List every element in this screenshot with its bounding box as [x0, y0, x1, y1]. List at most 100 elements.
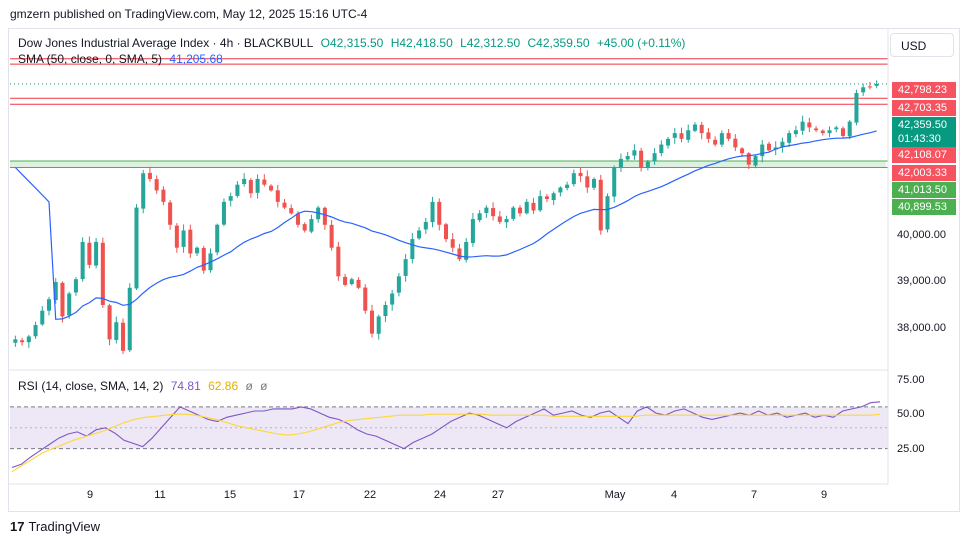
candle-body — [309, 219, 314, 232]
candle-body — [295, 213, 300, 225]
candle-body — [201, 248, 206, 271]
candle-body — [551, 193, 556, 201]
support-label-1: 41,013.50 — [892, 182, 956, 198]
candle-body — [497, 216, 502, 222]
candle-body — [80, 241, 85, 280]
candle-body — [854, 93, 859, 123]
chart-frame[interactable] — [8, 28, 960, 512]
rsi-legend[interactable]: RSI (14, close, SMA, 14, 2) 74.81 62.86 … — [18, 379, 272, 393]
ohlc-low: L42,312.50 — [460, 36, 521, 50]
candle-body — [565, 184, 570, 189]
candle-body — [639, 150, 644, 168]
candle-body — [686, 130, 691, 140]
candle-body — [242, 178, 247, 185]
candle-body — [73, 279, 78, 293]
candle-body — [134, 207, 139, 289]
support-zone — [10, 160, 886, 168]
candle-body — [181, 230, 186, 247]
candle-body — [538, 196, 543, 211]
candle-body — [450, 239, 455, 248]
candle-body — [410, 239, 415, 260]
candle-body — [753, 156, 758, 166]
candle-body — [733, 138, 738, 148]
candle-body — [470, 219, 475, 244]
candle-body — [874, 83, 879, 86]
sma-legend[interactable]: SMA (50, close, 0, SMA, 5) 41,205.68 — [18, 52, 227, 66]
ohlc-change: +45.00 (+0.11%) — [596, 36, 686, 50]
candle-body — [484, 207, 489, 213]
candle-body — [666, 138, 671, 146]
candle-body — [343, 276, 348, 285]
candle-body — [127, 287, 132, 351]
candle-body — [861, 87, 866, 93]
date-tick: 24 — [433, 489, 447, 501]
candle-body — [598, 179, 603, 231]
candle-body — [161, 189, 166, 202]
date-tick: 9 — [820, 489, 828, 501]
candle-body — [800, 121, 805, 131]
candle-body — [33, 325, 38, 337]
candle-body — [814, 128, 819, 131]
candle-body — [645, 161, 650, 168]
price-levels — [10, 58, 888, 169]
candle-body — [679, 133, 684, 139]
candle-body — [740, 148, 745, 154]
last-price-label: 42,359.50 — [892, 117, 956, 133]
candle-body — [511, 207, 516, 219]
candle-body — [847, 121, 852, 137]
candle-body — [121, 322, 126, 351]
tradingview-logo-icon: 17 — [10, 519, 25, 534]
symbol-title: Dow Jones Industrial Average Index · 4h … — [18, 36, 314, 50]
candle-body — [430, 201, 435, 223]
candle-body — [13, 339, 18, 343]
candle-body — [363, 287, 368, 311]
rsi-pane — [10, 406, 888, 450]
rsi-tick: 75.00 — [897, 374, 925, 386]
candle-body — [188, 229, 193, 254]
candle-body — [746, 153, 751, 165]
resistance-label-2: 42,703.35 — [892, 100, 956, 116]
date-tick: 17 — [292, 489, 306, 501]
candle-body — [376, 316, 381, 334]
publisher-line: gmzern published on TradingView.com, May… — [10, 7, 368, 21]
currency-button[interactable]: USD — [890, 33, 954, 57]
candle-body — [168, 202, 173, 225]
candle-body — [517, 207, 523, 214]
candle-body — [820, 130, 825, 134]
candle-body — [605, 196, 610, 230]
price-tick: 40,000.00 — [897, 229, 946, 241]
date-tick: 11 — [154, 489, 166, 501]
candle-body — [443, 224, 449, 240]
candle-body — [558, 187, 563, 193]
candle-body — [867, 86, 872, 88]
candle-body — [275, 190, 280, 202]
candle-body — [390, 293, 395, 305]
rsi-lines — [11, 401, 881, 473]
rsi-extra1: ø — [245, 379, 253, 393]
candle-body — [524, 201, 529, 214]
candle-body — [760, 144, 765, 157]
candle-body — [571, 173, 576, 185]
candle-body — [793, 130, 798, 135]
candle-body — [107, 305, 112, 340]
rsi-tick: 25.00 — [897, 443, 925, 455]
candle-body — [692, 124, 697, 131]
rsi-ma-value: 62.86 — [208, 379, 239, 393]
candle-body — [840, 128, 846, 136]
candle-body — [369, 310, 375, 334]
candle-body — [719, 133, 724, 145]
symbol-legend[interactable]: Dow Jones Industrial Average Index · 4h … — [18, 36, 689, 50]
sma-line — [14, 130, 877, 320]
candle-body — [289, 208, 294, 214]
ohlc-open: O42,315.50 — [320, 36, 384, 50]
candle-body — [766, 143, 771, 151]
candle-body — [477, 213, 482, 221]
rsi-tick: 50.00 — [897, 408, 925, 420]
date-tick: 7 — [750, 489, 758, 501]
brand-name: TradingView — [28, 519, 101, 534]
candle-body — [457, 248, 462, 260]
tradingview-brand[interactable]: 17 TradingView — [10, 519, 100, 534]
resistance-label-4: 42,003.33 — [892, 165, 956, 181]
candle-body — [612, 167, 617, 197]
